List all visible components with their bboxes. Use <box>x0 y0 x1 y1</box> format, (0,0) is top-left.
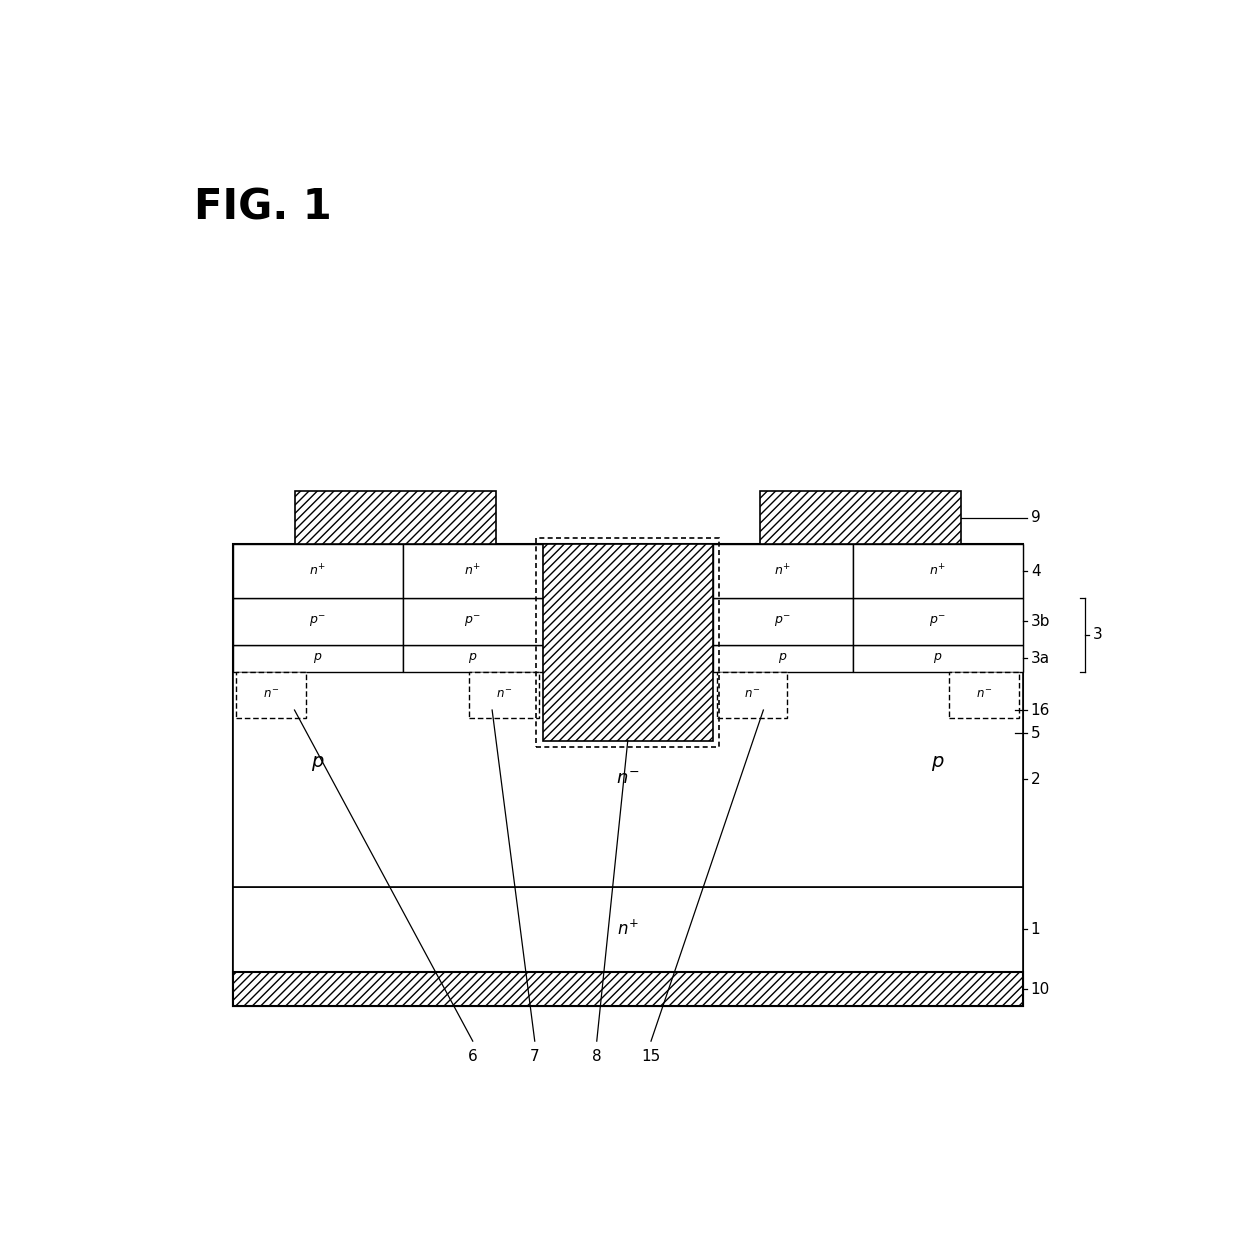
Text: 6: 6 <box>467 1049 477 1064</box>
Bar <box>233 671 1023 888</box>
Text: 9: 9 <box>1030 510 1040 525</box>
Bar <box>543 545 713 741</box>
Bar <box>403 545 543 598</box>
Text: 8: 8 <box>591 1049 601 1064</box>
Bar <box>233 545 403 671</box>
Bar <box>853 545 1023 598</box>
Bar <box>853 545 1023 671</box>
Text: $n^{+}$: $n^{+}$ <box>616 920 639 939</box>
Bar <box>403 545 543 671</box>
Bar <box>713 598 853 645</box>
Text: $p$: $p$ <box>467 651 477 665</box>
Bar <box>233 545 403 598</box>
Text: $p^{-}$: $p^{-}$ <box>309 613 326 630</box>
Bar <box>403 645 543 671</box>
Bar <box>295 491 496 545</box>
Text: $p^{-}$: $p^{-}$ <box>464 613 481 630</box>
Text: $p$: $p$ <box>777 651 787 665</box>
Text: $p$: $p$ <box>311 755 325 774</box>
Text: $n^{+}$: $n^{+}$ <box>774 563 791 580</box>
Text: $n^{+}$: $n^{+}$ <box>464 563 481 580</box>
Text: $n^{-}$: $n^{-}$ <box>616 770 640 789</box>
Text: $p^{-}$: $p^{-}$ <box>774 613 791 630</box>
Text: 5: 5 <box>1030 726 1040 741</box>
Text: 10: 10 <box>1030 982 1050 997</box>
Text: $p$: $p$ <box>931 755 945 774</box>
Text: 15: 15 <box>641 1049 661 1064</box>
Text: 1: 1 <box>1030 921 1040 936</box>
Text: 3: 3 <box>1092 627 1102 642</box>
Text: $n^{-}$: $n^{-}$ <box>744 689 760 701</box>
Bar <box>403 598 543 645</box>
Text: $p$: $p$ <box>932 651 942 665</box>
Text: $n^{+}$: $n^{+}$ <box>309 563 326 580</box>
Bar <box>469 671 538 717</box>
Text: 16: 16 <box>1030 702 1050 717</box>
Text: FIG. 1: FIG. 1 <box>193 187 331 229</box>
Bar <box>950 671 1019 717</box>
Bar <box>853 598 1023 645</box>
Bar <box>853 645 1023 671</box>
Text: 3a: 3a <box>1030 651 1050 666</box>
Text: 4: 4 <box>1030 563 1040 578</box>
Bar <box>233 888 1023 972</box>
Text: 2: 2 <box>1030 771 1040 786</box>
Bar <box>233 598 403 645</box>
Text: 3b: 3b <box>1030 613 1050 629</box>
Text: 7: 7 <box>529 1049 539 1064</box>
Text: $n^{+}$: $n^{+}$ <box>929 563 946 580</box>
Text: $n^{-}$: $n^{-}$ <box>976 689 992 701</box>
Bar <box>536 538 719 747</box>
Bar <box>233 972 1023 1007</box>
Bar <box>233 645 403 671</box>
Bar <box>237 671 306 717</box>
Bar <box>233 545 1023 1007</box>
Bar <box>713 545 853 671</box>
Bar <box>717 671 786 717</box>
Bar <box>713 645 853 671</box>
Bar <box>759 491 961 545</box>
Text: $p$: $p$ <box>312 651 322 665</box>
Bar <box>713 545 853 598</box>
Text: $p^{-}$: $p^{-}$ <box>929 613 946 630</box>
Text: $n^{-}$: $n^{-}$ <box>263 689 279 701</box>
Text: $n^{-}$: $n^{-}$ <box>496 689 512 701</box>
